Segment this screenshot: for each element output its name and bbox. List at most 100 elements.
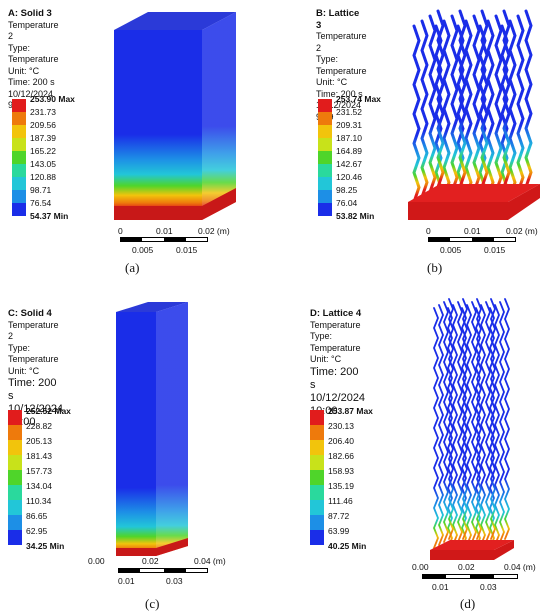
lattice-strut (433, 307, 439, 549)
legend-color-band (310, 410, 324, 425)
lattice-strut (442, 19, 451, 199)
legend-label: 62.95 (26, 526, 48, 536)
legend-color-band (12, 125, 26, 138)
scale-tick: 0.03 (166, 576, 183, 586)
legend-label: 231.73 (30, 107, 56, 117)
legend-color-band (8, 455, 22, 470)
legend-label: 120.88 (30, 172, 56, 182)
legend-colorbar-a (12, 99, 26, 216)
legend-label: 142.67 (336, 159, 362, 169)
lattice-structure-b (408, 9, 540, 220)
result-time-a: Time: 200 s (8, 77, 55, 87)
scale-tick: 0.015 (484, 245, 506, 255)
caption-a: (a) (125, 260, 140, 275)
scale-tick: 0.01 (464, 226, 481, 236)
panel-title-b: B: Lattice 3 (316, 8, 360, 31)
lattice-strut (448, 298, 454, 540)
legend-label: 157.73 (26, 466, 52, 476)
caption-d: (d) (460, 596, 476, 611)
lattice-strut (524, 9, 533, 189)
lattice-strut (480, 9, 489, 189)
lattice-strut (499, 301, 505, 543)
result-type-c: Type: Temperature (8, 342, 59, 365)
lattice-strut (489, 307, 495, 549)
panel-title-d: D: Lattice 4 (310, 308, 362, 319)
legend-label: 181.43 (26, 451, 52, 461)
scale-tick: 0.005 (440, 245, 462, 255)
legend-label: 63.99 (328, 526, 350, 536)
legend-label: 135.19 (328, 481, 354, 491)
legend-label: 187.10 (336, 133, 362, 143)
lattice-strut (420, 19, 429, 199)
result-time-c: Time: 200 s (8, 377, 57, 402)
legend-label: 34.25 Min (26, 541, 65, 551)
lattice-strut (447, 307, 453, 549)
scale-tick: 0.00 (412, 562, 429, 572)
lattice-strut (412, 24, 421, 204)
lattice-strut (462, 298, 468, 540)
legend-label: 230.13 (328, 421, 354, 431)
legend-color-band (318, 138, 332, 151)
legend-color-band (310, 440, 324, 455)
legend-color-band (318, 151, 332, 164)
legend-label: 98.25 (336, 185, 358, 195)
legend-color-band (318, 125, 332, 138)
lattice-strut (485, 301, 491, 543)
legend-label: 209.31 (336, 120, 362, 130)
result-time-b: Time: 200 s (316, 88, 363, 99)
lattice-strut (452, 304, 458, 546)
legend-label: 165.22 (30, 146, 56, 156)
legend-color-band (318, 112, 332, 125)
legend-label: 228.82 (26, 421, 52, 431)
result-name-a: Temperature 2 (8, 19, 59, 42)
legend-color-band (310, 530, 324, 545)
legend-colorbar-d (310, 410, 324, 545)
scale-tick: 0 (426, 226, 431, 236)
legend-color-band (8, 530, 22, 545)
legend-label: 98.71 (30, 185, 52, 195)
legend-label: 86.65 (26, 511, 48, 521)
legend-color-band (318, 99, 332, 112)
legend-label: 143.05 (30, 159, 56, 169)
scale-tick: 0.005 (132, 245, 154, 255)
result-time-d: Time: 200 s (310, 365, 359, 391)
legend-label: 206.40 (328, 436, 354, 446)
scale-tick: 0.02 (142, 556, 159, 566)
scale-tick: 0.04 (m) (504, 562, 536, 572)
result-unit-d: Unit: °C (310, 354, 342, 364)
lattice-strut (461, 307, 467, 549)
lattice-strut (475, 307, 481, 549)
lattice-strut (450, 14, 459, 194)
lattice-strut (502, 9, 511, 189)
legend-color-band (310, 455, 324, 470)
legend-label: 253.74 Max (336, 94, 381, 104)
result-unit-c: Unit: °C (8, 365, 40, 376)
legend-label: 253.90 Max (30, 94, 75, 104)
lattice-strut (500, 24, 509, 204)
legend-colorbar-b (318, 99, 332, 216)
solid-block-a (114, 12, 236, 220)
result-name-c: Temperature 2 (8, 319, 59, 342)
scale-tick: 0.01 (118, 576, 135, 586)
lattice-strut (486, 19, 495, 199)
panel-title-c: C: Solid 4 (8, 308, 52, 319)
legend-colorbar-c (8, 410, 22, 545)
legend-label: 205.13 (26, 436, 52, 446)
legend-label: 253.87 Max (328, 406, 373, 416)
scale-tick: 0.02 (m) (198, 226, 230, 236)
legend-color-band (310, 470, 324, 485)
info-block-d: D: Lattice 4 Temperature Type: Temperatu… (310, 308, 365, 418)
legend-label: 231.52 (336, 107, 362, 117)
legend-color-band (310, 425, 324, 440)
legend-color-band (310, 515, 324, 530)
legend-color-band (8, 515, 22, 530)
lattice-strut (480, 304, 486, 546)
legend-label: 110.34 (26, 496, 52, 506)
result-name-b: Temperature 2 (316, 31, 367, 53)
legend-label: 76.04 (336, 198, 358, 208)
legend-color-band (318, 177, 332, 190)
legend-label: 120.46 (336, 172, 362, 182)
lattice-strut (436, 9, 445, 189)
legend-color-band (318, 190, 332, 203)
legend-color-band (12, 177, 26, 190)
